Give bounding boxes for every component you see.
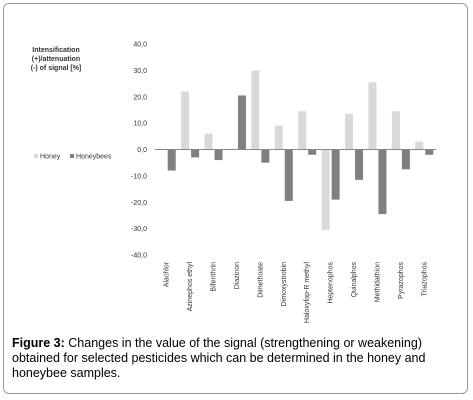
y-tick-label: -20,0 [131, 200, 147, 207]
y-axis-label: (-) of signal [%] [31, 65, 82, 72]
bar [368, 82, 377, 150]
bar [345, 113, 354, 150]
x-tick-label: Heptenophos [328, 262, 335, 304]
bar [274, 125, 283, 150]
bar [391, 111, 400, 150]
bar [401, 149, 410, 170]
legend-swatch [34, 154, 38, 158]
y-tick-label: -40,0 [131, 253, 147, 260]
y-tick-label: 40,0 [133, 42, 147, 49]
legend-swatch [70, 154, 74, 158]
y-tick-label: -30,0 [131, 226, 147, 233]
x-tick-label: Bifenthrin [211, 262, 218, 292]
x-tick-label: Pyrazophos [398, 262, 405, 299]
caption-text: Changes in the value of the signal (stre… [12, 336, 426, 380]
caption-label: Figure 3: [12, 336, 65, 350]
bar [261, 149, 270, 163]
bar [425, 149, 434, 155]
y-tick-label: 30,0 [133, 68, 147, 75]
bar [237, 95, 246, 150]
legend-label: Honeybees [76, 154, 112, 161]
x-tick-label: Methidathion [374, 262, 381, 302]
y-tick-label: 20,0 [133, 94, 147, 101]
caption: Figure 3: Changes in the value of the si… [12, 336, 464, 381]
bar [214, 149, 223, 161]
y-tick-label: 0,0 [137, 147, 147, 154]
y-tick-label: 10,0 [133, 121, 147, 128]
x-tick-label: Alachlor [164, 261, 171, 287]
x-tick-label: Diazinon [234, 262, 241, 289]
bar [298, 111, 307, 150]
x-tick-label: Azinephos ethyl [187, 262, 194, 312]
bar [284, 149, 293, 201]
bar [415, 141, 424, 150]
bar [331, 149, 340, 200]
figure-frame [3, 3, 468, 394]
bar [204, 133, 213, 150]
bar [378, 149, 387, 215]
bar [321, 149, 330, 230]
legend-label: Honey [40, 154, 61, 161]
y-tick-label: -10,0 [131, 173, 147, 180]
bar [308, 149, 317, 155]
bar [251, 70, 260, 150]
y-axis-label: (+)/attenuation [32, 56, 80, 63]
x-tick-label: Dimoxystrobin [281, 262, 288, 306]
chart: Intensification (+)/attenuation (-) of sig… [31, 42, 436, 324]
bar [191, 149, 200, 158]
x-tick-label: Haloxyfop-R methyl [304, 262, 311, 324]
bar [181, 91, 190, 150]
bar [355, 149, 364, 180]
x-tick-label: Triazophos [421, 262, 428, 297]
x-tick-label: Dimethoate [257, 262, 264, 298]
bar [167, 149, 176, 171]
x-tick-label: Quinalphos [351, 262, 358, 298]
y-axis-label: Intensification [32, 47, 79, 54]
